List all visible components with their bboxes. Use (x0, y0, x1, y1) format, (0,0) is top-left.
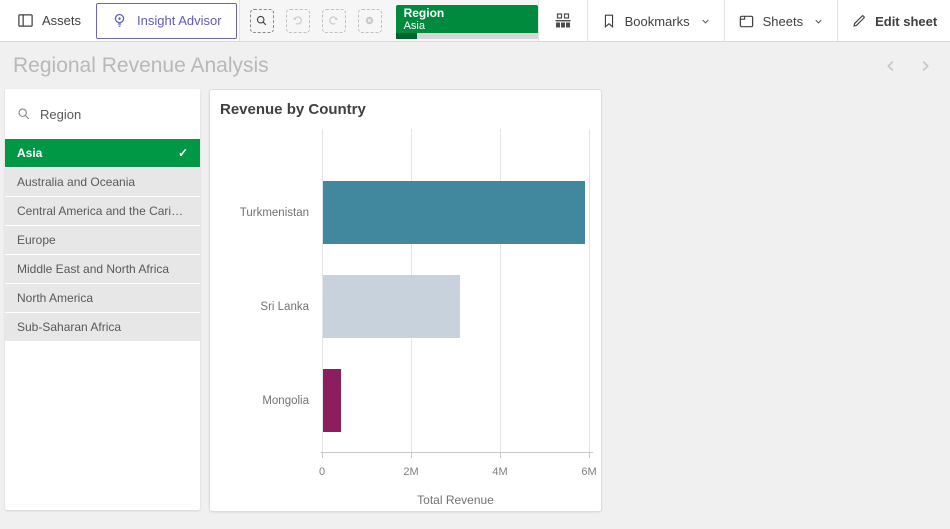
search-selections-icon (249, 8, 274, 33)
bar-mongolia[interactable] (323, 369, 341, 432)
selection-chip-region[interactable]: Region Asia (395, 4, 538, 39)
region-filter-list: Asia ✓ Australia and Oceania Central Americ… (5, 139, 200, 341)
filter-item-label: Australia and Oceania (17, 175, 136, 189)
edit-sheet-label: Edit sheet (875, 13, 938, 29)
edit-sheet-button[interactable]: Edit sheet (838, 0, 950, 42)
x-tick-label-4M: 4M (492, 466, 508, 478)
bookmark-icon (601, 13, 617, 29)
selections-tool-button[interactable] (539, 0, 587, 42)
search-selections-button[interactable] (244, 3, 280, 39)
filter-item-central-america-and-the-cari[interactable]: Central America and the Cari… (5, 197, 200, 225)
gridline-6M (589, 129, 590, 452)
selection-chip-value: Asia (403, 19, 425, 32)
filter-item-asia[interactable]: Asia ✓ (5, 139, 200, 167)
next-sheet-button[interactable] (908, 49, 942, 83)
clear-selections-button[interactable] (352, 3, 388, 39)
clear-selections-icon (357, 8, 382, 33)
assets-button[interactable]: Assets (4, 0, 94, 42)
toolbar-separator (837, 0, 839, 41)
sheet-header: Regional Revenue Analysis (0, 43, 950, 88)
sheets-chevron-down-icon (813, 16, 824, 27)
filter-item-label: North America (17, 291, 94, 305)
y-axis-label-sri-lanka: Sri Lanka (260, 300, 309, 313)
filter-item-sub-saharan-africa[interactable]: Sub-Saharan Africa (5, 313, 200, 341)
undo-icon (285, 8, 310, 33)
region-filter-panel: Region Asia ✓ Australia and Oceania Central… (5, 89, 200, 510)
x-tick-label-6M: 6M (581, 466, 597, 478)
toolbar-separator (586, 0, 588, 41)
undo-selection-button[interactable] (280, 3, 316, 39)
chevron-right-icon (922, 60, 929, 71)
revenue-by-country-chart[interactable]: Revenue by Country 0 2M 4M 6M Total Revenue … (209, 89, 602, 512)
bookmarks-chevron-down-icon (700, 16, 711, 27)
region-filter-search[interactable]: Region (5, 89, 200, 139)
x-tick-label-2M: 2M (403, 466, 419, 478)
insight-advisor-button[interactable]: Insight Advisor (96, 2, 237, 39)
filter-item-label: Europe (17, 233, 56, 247)
check-icon: ✓ (177, 146, 188, 160)
gridline-4M (500, 129, 501, 452)
bookmarks-button[interactable]: Bookmarks (588, 0, 724, 42)
redo-icon (321, 8, 346, 33)
filter-item-north-america[interactable]: North America (5, 284, 200, 312)
assets-panel-icon (17, 12, 34, 29)
filter-item-europe[interactable]: Europe (5, 226, 200, 254)
toolbar-separator (723, 0, 725, 41)
x-axis-title: Total Revenue (417, 493, 494, 507)
edit-pencil-icon (851, 13, 867, 29)
sheets-button[interactable]: Sheets (725, 0, 837, 42)
toolbar: Assets Insight Advisor (0, 0, 950, 42)
y-axis-label-turkmenistan: Turkmenistan (239, 206, 309, 219)
previous-sheet-button[interactable] (874, 49, 908, 83)
selection-chip-body: Region Asia (395, 4, 538, 33)
filter-item-middle-east-and-north-africa[interactable]: Middle East and North Africa (5, 255, 200, 283)
sheets-label: Sheets (762, 13, 804, 29)
sheet-navigation (874, 49, 950, 83)
filter-item-label: Central America and the Cari… (17, 204, 184, 218)
chart-title: Revenue by Country (220, 101, 366, 118)
axis-tick (500, 453, 501, 458)
selection-chip-field: Region (403, 5, 445, 20)
selection-progress-track (395, 32, 538, 39)
filter-field-title: Region (40, 106, 82, 122)
gridline-0 (322, 129, 323, 452)
axis-tick (322, 453, 323, 458)
bookmarks-label: Bookmarks (624, 13, 690, 29)
chevron-left-icon (887, 60, 894, 71)
insight-advisor-icon (111, 12, 128, 29)
filter-item-label: Asia (17, 146, 43, 160)
axis-tick (411, 453, 412, 458)
selection-progress-fill (395, 32, 417, 39)
toolbar-right-group: Bookmarks Sheets Edit shee (538, 0, 950, 42)
chart-plot-area: 0 2M 4M 6M Total Revenue (319, 129, 597, 507)
selections-tool-icon (554, 12, 572, 30)
assets-label: Assets (42, 13, 82, 28)
filter-item-label: Middle East and North Africa (17, 262, 170, 276)
sheets-icon (738, 13, 755, 30)
sheet-title: Regional Revenue Analysis (13, 53, 269, 77)
redo-selection-button[interactable] (316, 3, 352, 39)
filter-item-label: Sub-Saharan Africa (17, 320, 122, 334)
filter-item-australia-and-oceania[interactable]: Australia and Oceania (5, 168, 200, 196)
selections-bar: Region Asia (238, 0, 539, 41)
search-icon (17, 107, 31, 121)
axis-tick (589, 453, 590, 458)
x-tick-label-0: 0 (318, 466, 326, 478)
y-axis-label-mongolia: Mongolia (262, 394, 309, 407)
toolbar-left-group: Assets Insight Advisor (0, 0, 239, 41)
bar-turkmenistan[interactable] (323, 181, 586, 244)
x-axis-line (321, 452, 593, 453)
bar-sri-lanka[interactable] (323, 275, 460, 338)
insight-advisor-label: Insight Advisor (137, 13, 222, 28)
